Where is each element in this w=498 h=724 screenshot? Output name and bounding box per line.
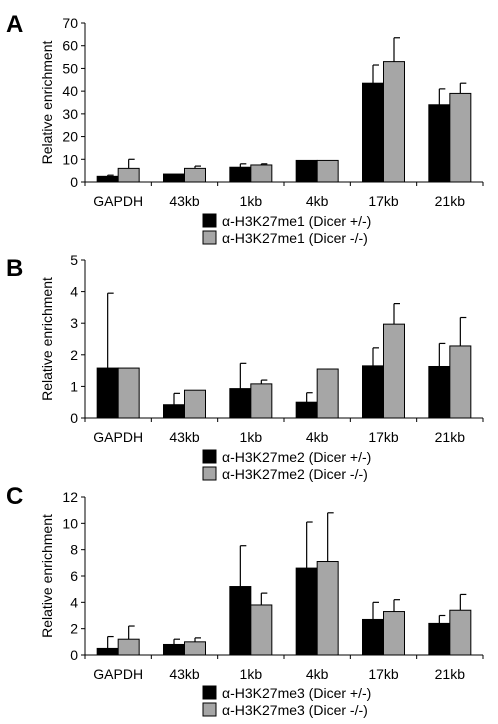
category-label: 43kb [169, 429, 200, 445]
y-tick-label: 10 [62, 151, 78, 167]
y-tick-label: 0 [70, 174, 78, 190]
y-tick-label: 6 [70, 568, 78, 584]
category-label: 21kb [435, 666, 466, 682]
y-axis-label: Relative enrichment [39, 514, 55, 638]
bar-het [163, 643, 185, 656]
category-label: 17kb [368, 666, 399, 682]
y-tick-label: 1 [70, 378, 78, 394]
bar-ko [449, 92, 472, 183]
chart-panel-a: A Relative enrichment 0 10 20 30 40 50 60 70 GAPDH… [6, 11, 484, 246]
chart-panel-c: C Relative enrichment 0 2 4 6 8 10 12 GAPDH 43kb 1k… [6, 483, 484, 718]
bar-het [229, 388, 252, 419]
y-tick-label: 50 [62, 60, 78, 76]
bar-ko [117, 167, 140, 183]
bar-ko [117, 638, 140, 656]
bar-ko [383, 323, 405, 419]
bar-het [428, 622, 451, 656]
legend-swatch [202, 449, 217, 464]
category-label: 1kb [240, 193, 263, 209]
category-label: GAPDH [93, 429, 143, 445]
y-axis-label: Relative enrichment [39, 41, 55, 165]
bar-ko [184, 641, 206, 656]
bar-het [428, 104, 451, 183]
bar-ko [449, 609, 472, 656]
legend-label: α-H3K27me1 (Dicer -/-) [222, 230, 368, 246]
panel-letter: C [6, 483, 23, 510]
category-label: 4kb [306, 429, 329, 445]
y-tick-label: 4 [70, 594, 78, 610]
bar-ko [383, 611, 405, 656]
legend-swatch [202, 213, 217, 228]
panel-letter: B [6, 255, 23, 282]
bar-ko [250, 383, 273, 419]
y-tick-label: 5 [70, 252, 78, 268]
category-label: GAPDH [93, 666, 143, 682]
legend-swatch [202, 230, 217, 245]
category-label: 1kb [240, 666, 263, 682]
bar-het [295, 159, 318, 183]
bar-ko [184, 389, 206, 419]
chart-panel-b: B Relative enrichment 0 1 2 3 4 5 GAPDH 43kb 1kb 4k… [6, 252, 484, 482]
legend-swatch [202, 685, 217, 700]
y-axis-label: Relative enrichment [39, 277, 55, 401]
bar-ko [117, 367, 140, 419]
bar-ko [383, 61, 405, 183]
category-label: 21kb [435, 193, 466, 209]
y-tick-label: 40 [62, 83, 78, 99]
panel-letter: A [6, 11, 23, 38]
category-label: 4kb [306, 666, 329, 682]
bar-het [428, 365, 451, 419]
category-label: 17kb [368, 429, 399, 445]
bar-het [163, 173, 185, 183]
bar-ko [316, 561, 339, 656]
legend-label: α-H3K27me3 (Dicer +/-) [222, 685, 371, 701]
y-tick-label: 2 [70, 347, 78, 363]
category-label: 43kb [169, 193, 200, 209]
category-label: GAPDH [93, 193, 143, 209]
y-tick-label: 4 [70, 284, 78, 300]
legend-label: α-H3K27me1 (Dicer +/-) [222, 213, 371, 229]
y-tick-label: 10 [62, 515, 78, 531]
bar-het [229, 166, 252, 183]
y-tick-label: 60 [62, 38, 78, 54]
y-tick-label: 0 [70, 410, 78, 426]
legend-label: α-H3K27me3 (Dicer -/-) [222, 702, 368, 718]
legend-swatch [202, 466, 217, 481]
category-label: 17kb [368, 193, 399, 209]
bar-het [229, 586, 252, 656]
bar-het [362, 618, 384, 656]
category-label: 43kb [169, 666, 200, 682]
bar-ko [250, 604, 273, 656]
legend-label: α-H3K27me2 (Dicer +/-) [222, 449, 371, 465]
bar-ko [250, 164, 273, 183]
y-tick-label: 3 [70, 315, 78, 331]
legend-label: α-H3K27me2 (Dicer -/-) [222, 466, 368, 482]
bar-ko [184, 167, 206, 183]
bar-het [295, 401, 318, 419]
bar-het [96, 647, 119, 656]
y-tick-label: 0 [70, 647, 78, 663]
category-label: 4kb [306, 193, 329, 209]
bar-het [362, 365, 384, 419]
y-tick-label: 70 [62, 15, 78, 31]
bar-ko [316, 159, 339, 183]
bar-ko [316, 368, 339, 419]
y-tick-label: 2 [70, 621, 78, 637]
bar-ko [449, 345, 472, 419]
bar-het [295, 567, 318, 656]
legend-swatch [202, 702, 217, 717]
category-label: 21kb [435, 429, 466, 445]
bar-het [362, 82, 384, 183]
bar-het [96, 175, 119, 183]
y-tick-label: 12 [62, 489, 78, 505]
bar-het [96, 367, 119, 419]
y-tick-label: 8 [70, 542, 78, 558]
y-tick-label: 30 [62, 106, 78, 122]
bar-het [163, 404, 185, 419]
y-tick-label: 20 [62, 129, 78, 145]
category-label: 1kb [240, 429, 263, 445]
